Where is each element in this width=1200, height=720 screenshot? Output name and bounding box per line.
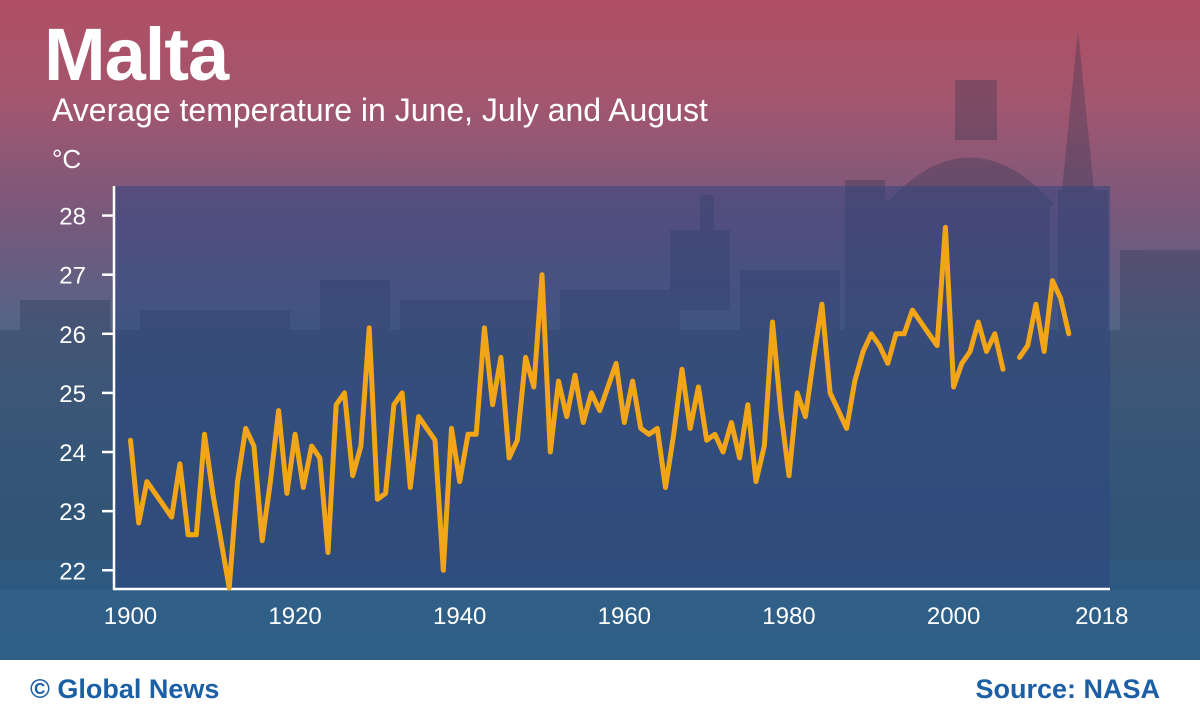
y-tick-label: 27 [59,263,86,290]
y-tick-label: 28 [59,204,86,231]
y-tick-label: 22 [59,558,86,585]
y-tick-label: 25 [59,381,86,408]
y-tick-label: 23 [59,499,86,526]
x-tick-label: 1960 [598,603,651,630]
chart-subtitle: Average temperature in June, July and Au… [52,92,708,128]
x-tick-label: 2000 [927,603,980,630]
y-tick-label: 24 [59,440,86,467]
x-tick-label: 1940 [433,603,486,630]
chart-background: 22 23 24 25 26 27 28 1900 1920 1940 1960 1980 2000 2… [0,0,1200,660]
source-text: Source: NASA [975,674,1160,704]
y-tick-label: 26 [59,322,86,349]
credit-text: © Global News [30,674,220,704]
temperature-series-line [128,224,1006,591]
x-tick-label: 1920 [268,603,321,630]
x-tick-label: 1980 [762,603,815,630]
temperature-series-line [1017,278,1072,360]
x-tick-label: 1900 [104,603,157,630]
footer-bar [0,660,1200,720]
chart-title: Malta [44,13,229,96]
line-chart: 22 23 24 25 26 27 28 1900 1920 1940 1960 1980 2000 2… [59,186,1128,630]
y-unit-label: °C [52,144,82,174]
x-tick-label: 2018 [1075,603,1128,630]
